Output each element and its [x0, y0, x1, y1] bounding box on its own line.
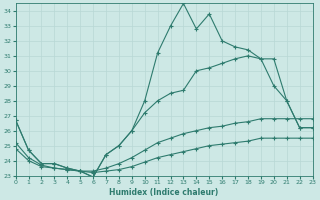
X-axis label: Humidex (Indice chaleur): Humidex (Indice chaleur): [109, 188, 219, 197]
